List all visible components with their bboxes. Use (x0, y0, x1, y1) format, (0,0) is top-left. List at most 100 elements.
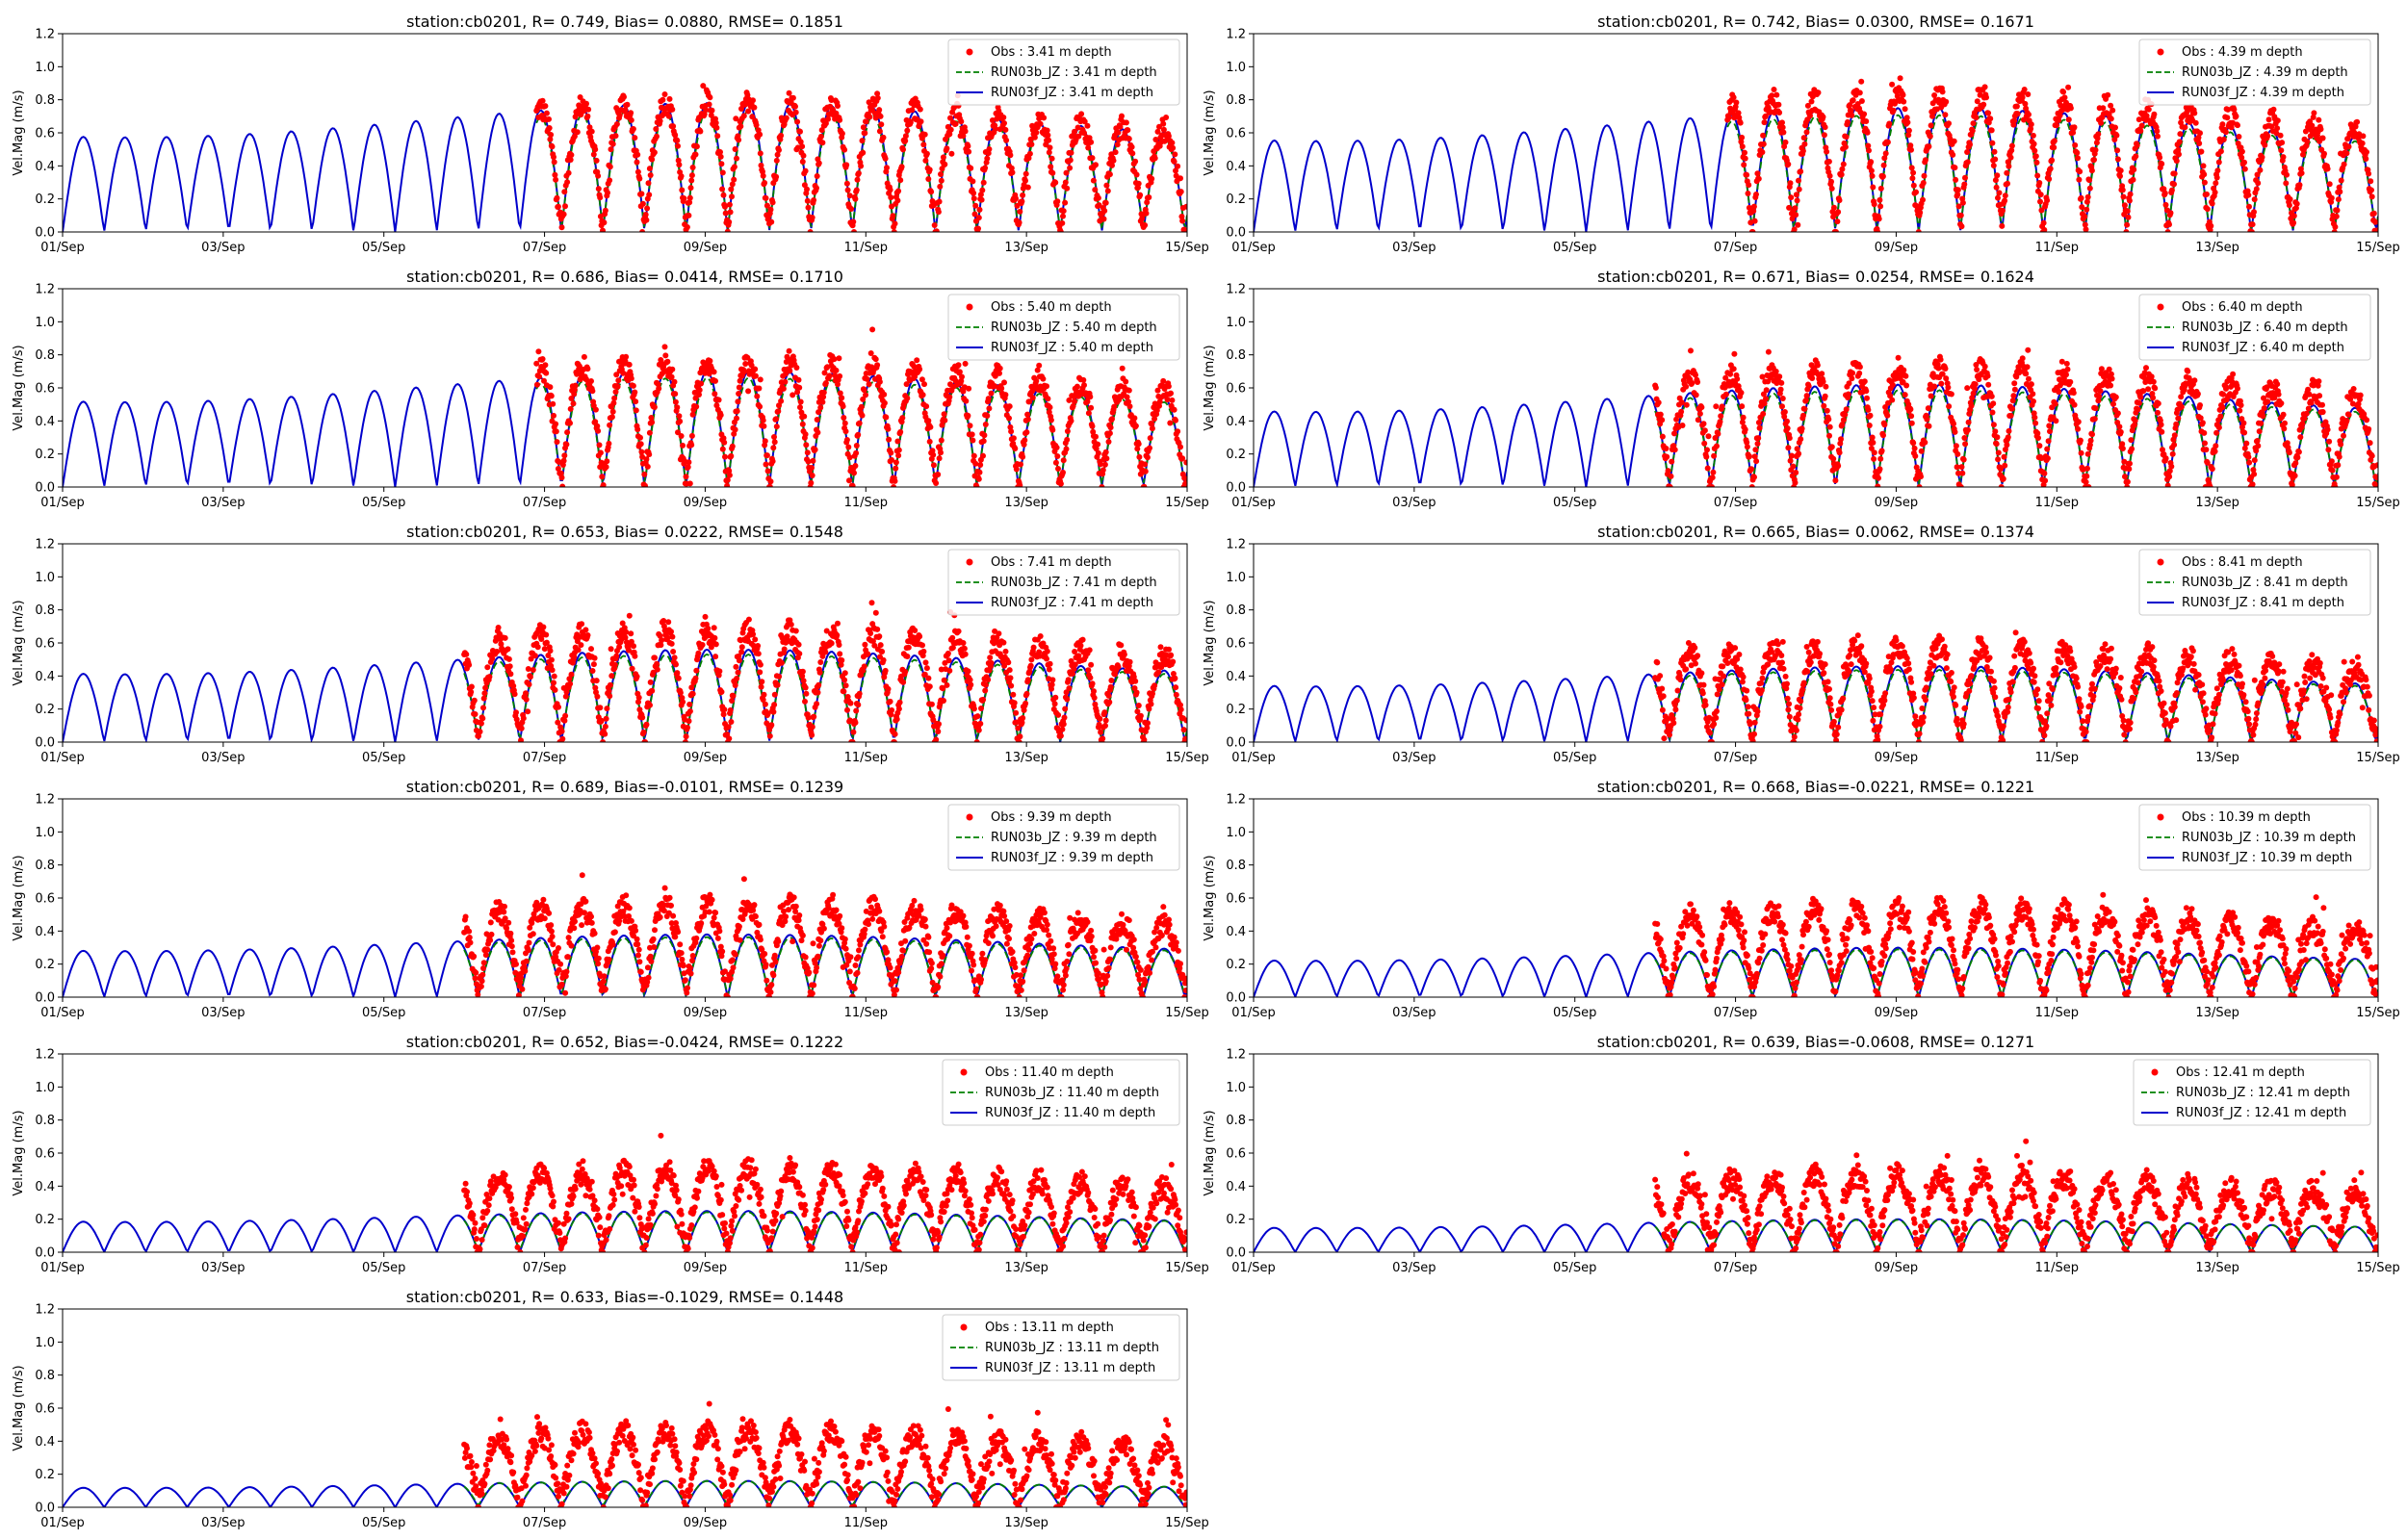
obs-point (1955, 470, 1961, 476)
obs-point (1843, 406, 1850, 413)
obs-point (1088, 139, 1095, 145)
obs-point (513, 709, 519, 716)
obs-point (2065, 84, 2072, 90)
obs-point (1870, 439, 1876, 446)
obs-point (1170, 144, 1177, 151)
obs-point (2241, 429, 2248, 436)
obs-point (796, 384, 803, 391)
obs-point (2037, 198, 2043, 205)
obs-point (1785, 161, 1792, 167)
obs-point (917, 366, 923, 372)
obs-point (548, 132, 555, 138)
obs-point (557, 470, 564, 476)
obs-point (2197, 130, 2203, 137)
obs-point (619, 620, 626, 627)
obs-point (613, 653, 620, 659)
obs-point (858, 403, 865, 410)
obs-point (616, 112, 623, 118)
obs-point (1013, 466, 1020, 473)
obs-point (2164, 482, 2171, 487)
obs-point (2038, 207, 2045, 214)
obs-point (1825, 416, 1832, 423)
obs-point (600, 227, 606, 232)
obs-point (1787, 180, 1794, 187)
obs-point (1070, 403, 1076, 409)
obs-point (1917, 209, 1924, 216)
obs-point (2100, 105, 2107, 112)
obs-point (977, 462, 984, 468)
obs-point (1771, 87, 1777, 92)
x-tick-label: 01/Sep (40, 241, 84, 255)
obs-point (971, 190, 977, 196)
obs-point (2067, 378, 2074, 385)
obs-point (960, 640, 967, 646)
obs-point (599, 474, 606, 480)
obs-point (1060, 208, 1067, 215)
obs-point (971, 211, 978, 218)
obs-point (2078, 194, 2084, 201)
obs-point (1034, 367, 1041, 373)
obs-point (1957, 484, 1964, 487)
obs-point (2085, 484, 2092, 487)
obs-point (1939, 371, 1946, 377)
obs-point (1822, 124, 1828, 131)
obs-point (2013, 103, 2020, 110)
obs-point (1881, 422, 1888, 428)
obs-point (1959, 470, 1966, 476)
obs-point (2011, 380, 2018, 387)
obs-point (1106, 171, 1113, 178)
obs-point (2171, 432, 2178, 439)
obs-point (885, 425, 892, 432)
obs-point (2364, 149, 2369, 155)
obs-point (2305, 405, 2312, 412)
obs-point (1849, 112, 1855, 118)
obs-point (841, 688, 847, 695)
obs-point (1102, 449, 1109, 455)
obs-point (1103, 455, 1110, 462)
obs-point (1657, 411, 1664, 418)
obs-point (2097, 388, 2104, 395)
obs-point (595, 427, 602, 434)
obs-point (987, 654, 994, 661)
obs-point (670, 123, 677, 130)
obs-point (716, 668, 723, 675)
obs-point (837, 390, 843, 397)
obs-point (1028, 141, 1035, 147)
obs-point (534, 644, 541, 651)
obs-point (892, 477, 898, 484)
obs-point (1846, 380, 1852, 387)
obs-point (1715, 430, 1721, 437)
obs-point (2311, 110, 2317, 116)
obs-point (729, 443, 736, 449)
obs-point (1773, 368, 1779, 374)
obs-point (1900, 91, 1906, 98)
obs-point (2124, 478, 2131, 485)
obs-point (793, 365, 800, 371)
obs-point (1942, 366, 1949, 372)
obs-point (568, 671, 575, 678)
obs-point (2368, 193, 2375, 200)
obs-point (1856, 90, 1863, 96)
obs-point (2291, 219, 2297, 226)
obs-point (930, 717, 937, 723)
obs-point (2325, 447, 2332, 453)
obs-point (2292, 460, 2299, 467)
obs-point (2077, 437, 2083, 444)
obs-point (1868, 159, 1875, 166)
obs-point (1018, 461, 1023, 468)
obs-point (764, 452, 770, 459)
obs-point (876, 378, 883, 385)
obs-point (886, 436, 893, 443)
obs-point (584, 366, 591, 372)
obs-point (854, 176, 861, 183)
obs-point (688, 442, 695, 449)
y-tick-label: 0.8 (35, 93, 55, 108)
obs-point (965, 412, 971, 419)
obs-point (902, 133, 909, 140)
obs-point (2281, 425, 2288, 432)
obs-point (2265, 398, 2271, 405)
y-tick-label: 0.2 (35, 448, 55, 462)
obs-point (583, 100, 589, 107)
obs-point (762, 180, 768, 186)
obs-point (973, 484, 980, 487)
